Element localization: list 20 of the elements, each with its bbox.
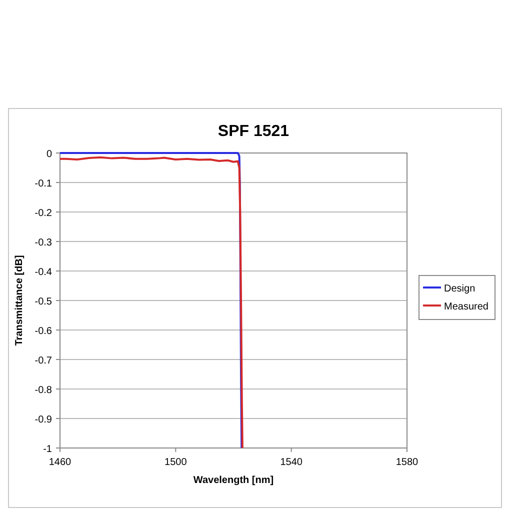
y-tick-label: -0.6 bbox=[34, 326, 52, 337]
y-tick-label: -0.4 bbox=[34, 267, 52, 278]
legend-label: Measured bbox=[444, 302, 488, 312]
legend-label: Design bbox=[444, 284, 476, 294]
y-tick-label: -0.5 bbox=[34, 296, 52, 308]
x-tick-label: 1540 bbox=[280, 457, 303, 468]
y-tick-label: -0.8 bbox=[34, 385, 52, 396]
x-tick-label: 1460 bbox=[48, 457, 72, 468]
y-tick-label: -0.2 bbox=[34, 208, 52, 219]
y-tick-label: -1 bbox=[43, 444, 52, 455]
y-tick-label: -0.9 bbox=[34, 414, 52, 426]
y-tick-label: 0 bbox=[46, 149, 52, 160]
y-tick-label: -0.3 bbox=[34, 238, 52, 248]
y-tick-label: -0.7 bbox=[34, 356, 52, 366]
y-axis-title: Transmittance [dB] bbox=[14, 255, 25, 346]
x-axis-title: Wavelength [nm] bbox=[193, 475, 274, 486]
x-tick-label: 1580 bbox=[396, 457, 419, 468]
x-tick-label: 1500 bbox=[164, 457, 188, 468]
y-tick-label: -0.1 bbox=[34, 178, 52, 190]
chart-title: SPF 1521 bbox=[218, 123, 290, 140]
